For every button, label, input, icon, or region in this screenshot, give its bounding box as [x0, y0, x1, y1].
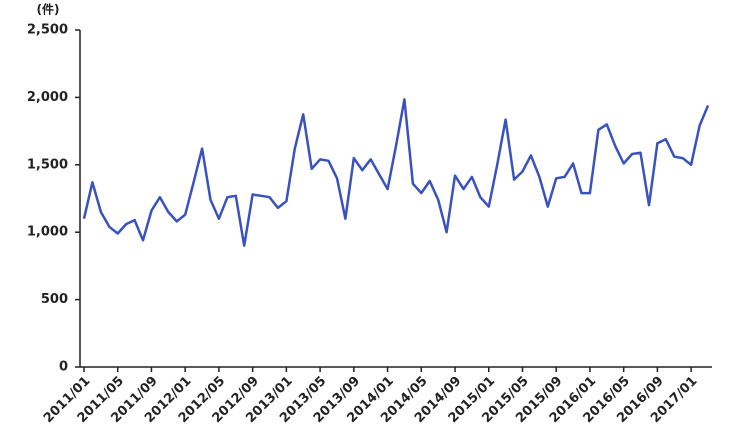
y-tick-label: 1,000: [27, 225, 68, 240]
y-tick-label: 500: [41, 292, 68, 307]
data-line: [82, 98, 710, 247]
y-tick-label: 1,500: [27, 157, 68, 172]
y-tick-label: 2,500: [27, 23, 68, 38]
unit-label: (件): [37, 2, 60, 17]
y-tick-label: 0: [59, 360, 68, 375]
y-tick-label: 2,000: [27, 90, 68, 105]
